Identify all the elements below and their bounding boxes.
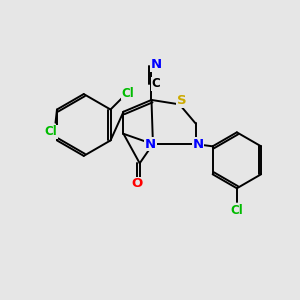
- Text: Cl: Cl: [45, 125, 58, 138]
- Text: Cl: Cl: [230, 204, 243, 217]
- Text: N: N: [145, 138, 156, 151]
- Text: N: N: [192, 138, 204, 151]
- Text: N: N: [150, 58, 161, 71]
- Text: Cl: Cl: [122, 87, 135, 100]
- Text: S: S: [177, 94, 187, 107]
- Text: O: O: [132, 177, 143, 190]
- Text: C: C: [152, 77, 160, 90]
